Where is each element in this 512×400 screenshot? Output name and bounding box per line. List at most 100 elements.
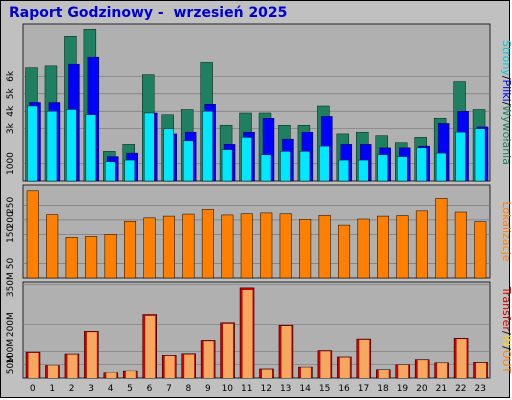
bar-sites-3 [85, 236, 98, 279]
bar-transfer-in-6 [145, 315, 156, 378]
bar-strony-4 [105, 161, 116, 182]
bar-transfer-in-9 [203, 341, 214, 378]
bar-transfer-in-21 [437, 363, 448, 378]
x-tick-label: 16 [338, 384, 350, 394]
side-label-part: OUT [500, 350, 512, 374]
side-label-part: Wywołania [500, 105, 512, 165]
bar-strony-3 [85, 114, 97, 182]
x-tick-label: 15 [319, 384, 330, 394]
y-tick-label-requests: 5k [6, 88, 16, 100]
bar-transfer-in-18 [378, 370, 389, 378]
x-tick-label: 19 [397, 384, 409, 394]
bar-strony-21 [435, 152, 447, 182]
y-tick-label-requests: 3k [6, 122, 16, 134]
y-tick-label-transfer: 200M [6, 312, 16, 337]
bar-strony-17 [358, 159, 369, 182]
panel-requests [22, 23, 491, 182]
x-tick-label: 1 [49, 384, 55, 394]
bar-strony-19 [397, 156, 408, 182]
bar-sites-8 [182, 213, 195, 279]
side-label-part: / [500, 346, 512, 350]
y-tick-label-requests: 4k [6, 105, 16, 117]
bar-sites-17 [357, 218, 370, 279]
y-tick-label-transfer: 350M [6, 272, 16, 297]
bar-sites-21 [435, 198, 448, 279]
x-tick-label: 2 [69, 384, 75, 394]
bar-transfer-in-19 [398, 364, 409, 378]
bar-strony-2 [66, 109, 77, 182]
x-tick-label: 21 [436, 384, 447, 394]
bar-strony-23 [474, 128, 486, 182]
bar-sites-23 [474, 221, 487, 279]
bar-transfer-in-17 [359, 339, 370, 378]
bar-sites-11 [240, 213, 253, 279]
bar-sites-6 [143, 217, 156, 279]
bar-sites-7 [162, 215, 175, 279]
chart-title: Raport Godzinowy - wrzesień 2025 [9, 5, 288, 21]
bar-transfer-in-3 [86, 332, 97, 378]
bar-transfer-in-14 [300, 367, 311, 378]
x-tick-label: 13 [280, 384, 291, 394]
bar-strony-15 [319, 145, 330, 182]
bar-strony-0 [27, 105, 38, 182]
x-tick-label: 11 [241, 384, 252, 394]
bar-sites-1 [46, 214, 59, 279]
bar-strony-13 [280, 151, 291, 182]
bar-transfer-in-13 [281, 326, 292, 378]
bar-transfer-in-0 [28, 352, 39, 378]
side-label-part: / [500, 331, 512, 335]
bar-sites-19 [396, 215, 409, 279]
bar-sites-5 [124, 221, 137, 279]
x-tick-label: 20 [416, 384, 428, 394]
x-tick-label: 9 [205, 384, 211, 394]
bar-sites-13 [279, 213, 292, 279]
bar-strony-8 [182, 140, 194, 182]
bar-sites-20 [415, 210, 428, 279]
x-tick-label: 14 [299, 384, 311, 394]
x-tick-label: 4 [108, 384, 114, 394]
bar-strony-11 [241, 137, 252, 182]
side-label-requests: Strony/Pliki/Wywołania [500, 40, 512, 165]
y-tick-label-sites: 150 [6, 226, 16, 243]
bar-sites-9 [201, 209, 214, 279]
x-tick-label: 7 [166, 384, 172, 394]
x-tick-label: 10 [222, 384, 234, 394]
y-tick-label-sites: 50 [6, 257, 16, 269]
bar-transfer-in-15 [320, 351, 331, 378]
bar-transfer-in-4 [106, 372, 117, 378]
side-label-part: Pliki [500, 80, 512, 102]
bar-sites-4 [104, 234, 117, 279]
bar-strony-1 [46, 111, 58, 182]
bar-transfer-in-1 [47, 365, 58, 378]
bar-sites-18 [377, 215, 389, 279]
bar-sites-10 [221, 214, 234, 279]
bar-sites-2 [65, 237, 78, 279]
y-tick-label-transfer: 50M [6, 355, 16, 374]
bar-strony-20 [416, 147, 427, 182]
bar-transfer-in-16 [339, 357, 350, 378]
side-label-part: IN [500, 335, 512, 346]
bar-strony-22 [455, 131, 466, 182]
bar-strony-5 [124, 159, 135, 182]
bar-strony-10 [221, 149, 233, 182]
side-label-transfer: Transfer/IN/OUT [500, 286, 512, 374]
x-tick-label: 22 [455, 384, 466, 394]
bar-strony-16 [338, 159, 350, 182]
side-label-part: Lokalizacje [500, 201, 512, 261]
bar-strony-6 [144, 112, 155, 182]
y-tick-label-transfer: 100M [6, 339, 16, 364]
side-label-sites: Lokalizacje [500, 201, 512, 261]
bar-sites-0 [26, 190, 39, 279]
bar-strony-9 [202, 111, 213, 182]
side-label-part: / [500, 102, 512, 106]
bar-sites-14 [299, 219, 312, 279]
bar-transfer-in-7 [164, 355, 175, 378]
bar-strony-7 [163, 128, 174, 182]
y-tick-label-sites: 250 [6, 196, 16, 213]
y-tick-label-requests: 1000 [6, 152, 16, 175]
bar-transfer-in-2 [67, 354, 78, 378]
bar-sites-15 [318, 214, 331, 279]
side-label-part: / [500, 76, 512, 80]
x-tick-label: 3 [88, 384, 94, 394]
bar-transfer-in-5 [125, 371, 136, 378]
